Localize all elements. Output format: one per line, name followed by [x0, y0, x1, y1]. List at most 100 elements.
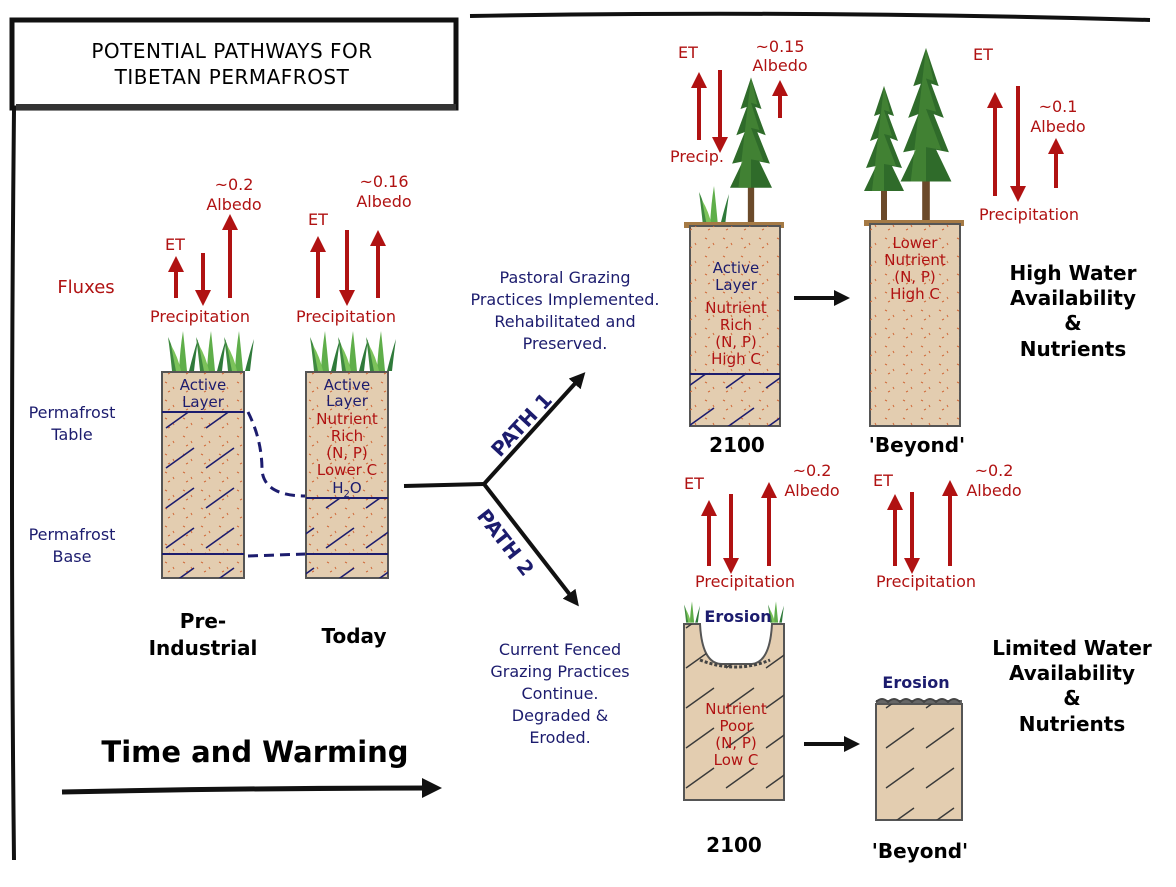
path2-2100-column: ET ~0.2 Albedo Precipitation Erosion Nut… — [683, 461, 840, 857]
path1-desc-2: Practices Implemented. — [470, 290, 659, 309]
p1-beyond-nutrient-3: (N, P) — [894, 268, 936, 286]
today-caption: Today — [322, 624, 387, 648]
p1-beyond-caption: 'Beyond' — [869, 433, 965, 457]
today-nutrient-1: Nutrient — [316, 410, 378, 428]
p2-outcome-3: & — [1063, 686, 1080, 710]
today-active-2: Layer — [326, 392, 369, 410]
pre-albedo-label: Albedo — [206, 195, 261, 214]
p1-beyond-nutrient-2: Nutrient — [884, 251, 946, 269]
pre-grass-icon — [168, 331, 198, 371]
path1-desc-3: Rehabilitated and — [494, 312, 635, 331]
p1-beyond-nutrient-1: Lower — [893, 234, 939, 252]
path1-arrow — [482, 372, 586, 486]
p1-beyond-nutrient-4: High C — [890, 285, 940, 303]
pre-precipitation: Precipitation — [150, 307, 250, 326]
p2-outcome-4: Nutrients — [1019, 712, 1126, 736]
p2-beyond-albedo-value: ~0.2 — [975, 461, 1014, 480]
today-nutrient-2: Rich — [331, 427, 363, 445]
path1-description: Pastoral Grazing Practices Implemented. … — [470, 268, 659, 353]
p2-2100-et: ET — [684, 474, 704, 493]
p2-2100-precip: Precipitation — [695, 572, 795, 591]
p1-2100-et: ET — [678, 43, 698, 62]
p1-outcome-4: Nutrients — [1020, 337, 1127, 361]
today-grass-icon — [310, 331, 340, 371]
permafrost-base-label-1: Permafrost — [29, 525, 116, 544]
p1-outcome-1: High Water — [1010, 261, 1137, 285]
title-box: POTENTIAL PATHWAYS FOR TIBETAN PERMAFROS… — [9, 17, 459, 111]
time-warming-label: Time and Warming — [101, 735, 408, 769]
path1-beyond-column: Lower Nutrient (N, P) High C ET ~0.1 Alb… — [864, 45, 1086, 457]
p1-2100-active-2: Layer — [715, 276, 758, 294]
title-line-2: TIBETAN PERMAFROST — [114, 65, 350, 89]
p1-beyond-et: ET — [973, 45, 993, 64]
path1-desc-1: Pastoral Grazing — [500, 268, 631, 287]
today-nutrient-3: (N, P) — [326, 444, 368, 462]
today-albedo-value: ~0.16 — [359, 172, 408, 191]
today-active-1: Active — [324, 376, 370, 394]
permafrost-table-label-2: Table — [50, 425, 92, 444]
pre-active-2: Layer — [182, 393, 225, 411]
path2-outcome: Limited Water Availability & Nutrients — [992, 636, 1152, 736]
today-water: H2O — [332, 479, 361, 500]
base-dashed-connector — [247, 552, 307, 558]
pre-caption-2: Industrial — [149, 636, 258, 660]
p1-2100-nutrient-2: Rich — [720, 316, 752, 334]
permafrost-table-label-1: Permafrost — [29, 403, 116, 422]
p1-2100-nutrient-3: (N, P) — [715, 333, 757, 351]
time-arrow — [61, 778, 442, 799]
path2-desc-2: Grazing Practices — [490, 662, 629, 681]
today-column: ET ~0.16 Albedo Precipitation Active Lay… — [296, 172, 412, 648]
p2-2100-albedo-label: Albedo — [784, 481, 839, 500]
path2-description: Current Fenced Grazing Practices Continu… — [490, 640, 629, 747]
pre-grass-icon — [224, 331, 254, 371]
today-albedo-label: Albedo — [356, 192, 411, 211]
p1-2100-albedo-value: ~0.15 — [755, 37, 804, 56]
p1-beyond-albedo-value: ~0.1 — [1039, 97, 1078, 116]
path2-desc-5: Eroded. — [529, 728, 590, 747]
p1-outcome-2: Availability — [1010, 286, 1136, 310]
today-precipitation: Precipitation — [296, 307, 396, 326]
title-line-1: POTENTIAL PATHWAYS FOR — [91, 39, 372, 63]
path2-desc-1: Current Fenced — [499, 640, 621, 659]
path-fork: PATH 1 PATH 2 — [403, 372, 586, 607]
p2-2100-erosion: Erosion — [704, 607, 771, 626]
pre-active-1: Active — [180, 376, 226, 394]
path2-beyond-column: ET ~0.2 Albedo Precipitation Erosion 'Be… — [872, 461, 1022, 863]
tree-icon — [730, 77, 772, 225]
pre-albedo-value: ~0.2 — [215, 175, 254, 194]
p1-2100-caption: 2100 — [709, 433, 765, 457]
p2-2100-caption: 2100 — [706, 833, 762, 857]
permafrost-base-label-2: Base — [53, 547, 92, 566]
p2-2100-albedo-value: ~0.2 — [793, 461, 832, 480]
p2-2100-nutrient-4: Low C — [714, 751, 759, 769]
path1-desc-4: Preserved. — [523, 334, 608, 353]
p2-2100-nutrient-3: (N, P) — [715, 734, 757, 752]
p1-2100-nutrient-1: Nutrient — [705, 299, 767, 317]
p1-2100-precip: Precip. — [670, 147, 724, 166]
p2-outcome-1: Limited Water — [992, 636, 1152, 660]
today-et: ET — [308, 210, 328, 229]
tree-icon — [864, 86, 904, 226]
grass-icon — [699, 186, 729, 226]
p1-2100-active-1: Active — [713, 259, 759, 277]
p2-2100-nutrient-2: Poor — [719, 717, 753, 735]
table-dashed-connector — [246, 411, 307, 498]
frame-left-line — [10, 109, 16, 861]
p2-beyond-erosion: Erosion — [882, 673, 949, 692]
today-grass-icon — [338, 331, 368, 371]
p1-2100-albedo-label: Albedo — [752, 56, 807, 75]
path1-2100-column: ET ~0.15 Albedo Precip. Active Layer Nut… — [670, 37, 808, 457]
frame-top-line — [469, 11, 1151, 22]
today-grass-icon — [366, 331, 396, 371]
p1-beyond-precip: Precipitation — [979, 205, 1079, 224]
path2-desc-3: Continue. — [521, 684, 598, 703]
pre-grass-icon — [196, 331, 226, 371]
path1-outcome: High Water Availability & Nutrients — [1010, 261, 1137, 361]
p1-outcome-3: & — [1064, 311, 1081, 335]
p2-outcome-2: Availability — [1009, 661, 1135, 685]
p2-2100-nutrient-1: Nutrient — [705, 700, 767, 718]
p2-beyond-et: ET — [873, 471, 893, 490]
p2-beyond-caption: 'Beyond' — [872, 839, 968, 863]
path2-arrow — [482, 482, 579, 607]
